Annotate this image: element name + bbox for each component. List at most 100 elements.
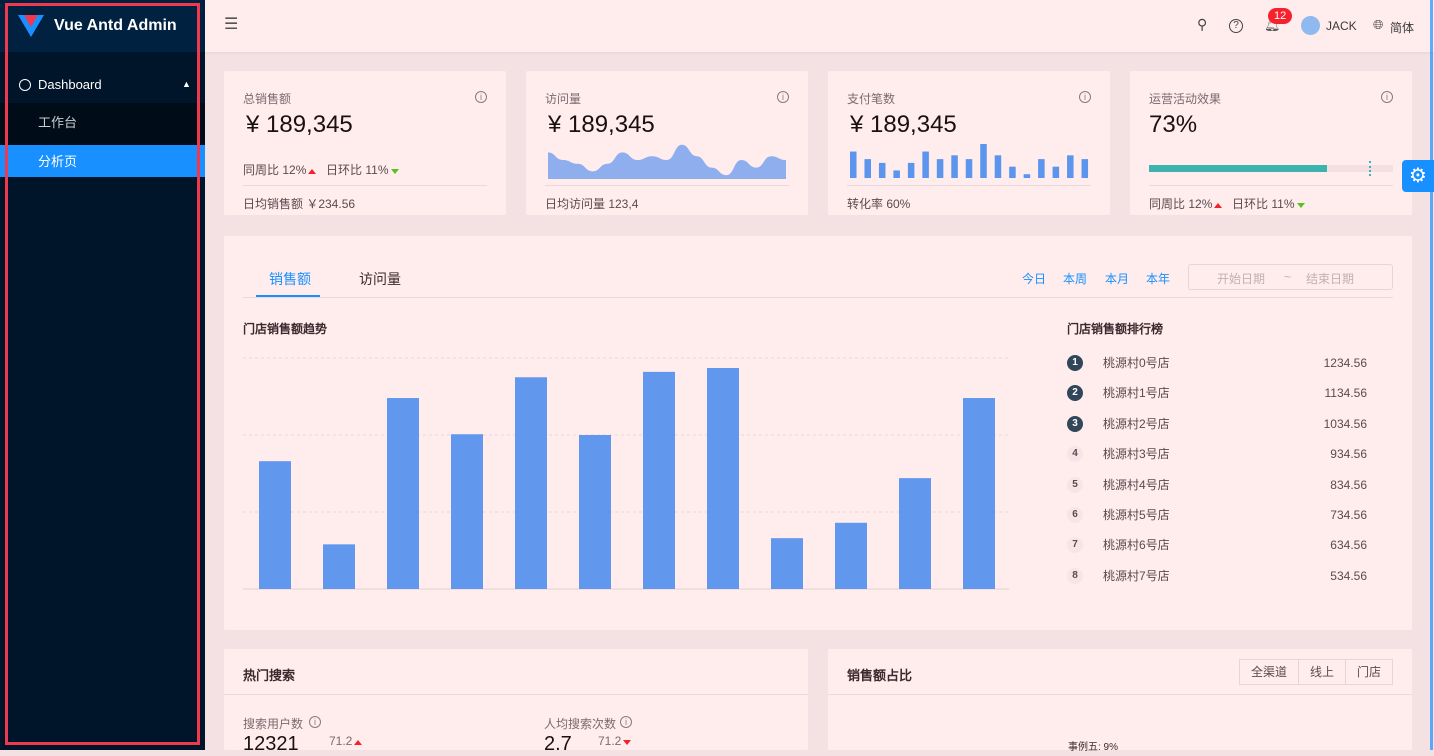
rank-title: 门店销售额排行榜 (1067, 322, 1164, 336)
caret-down-icon (623, 740, 632, 745)
payments-bar-chart (850, 144, 1089, 178)
stat-card-payments: 支付笔数 i ¥ 189,345 转化率 60% (828, 71, 1110, 215)
caret-up-icon (308, 169, 317, 174)
progress-target (1368, 161, 1371, 176)
stat-card-sales: 总销售额 i ¥ 189,345 同周比 12% 日环比 11% 日均销售额 ￥… (224, 71, 506, 215)
day-compare: 日环比 11% (1232, 195, 1305, 212)
sales-bar[interactable] (835, 522, 867, 589)
language-switch[interactable]: 简体 (1390, 21, 1415, 35)
rank-number: 8 (1067, 567, 1083, 584)
stat-title: 总销售额 (243, 92, 292, 106)
info-icon[interactable]: i (777, 91, 789, 103)
rank-number: 5 (1067, 476, 1083, 493)
range-year[interactable]: 本年 (1146, 272, 1171, 286)
card-title: 销售额占比 (847, 668, 913, 683)
mini-bar (1038, 159, 1045, 178)
sales-bar[interactable] (579, 435, 611, 589)
mini-bar (980, 144, 987, 178)
tab-sales[interactable]: 销售额 (269, 271, 311, 287)
tab-visits[interactable]: 访问量 (359, 271, 401, 287)
globe-icon[interactable]: 🌐︎ (1373, 17, 1384, 32)
rank-row: 5 桃源村4号店 834.56 (1067, 476, 1367, 496)
rank-number: 7 (1067, 537, 1083, 554)
channel-store-button[interactable]: 门店 (1345, 659, 1393, 685)
sidebar-item-analysis[interactable]: 分析页 (0, 145, 205, 177)
progress-bar (1149, 161, 1393, 176)
store-name: 桃源村7号店 (1103, 568, 1170, 583)
avatar[interactable] (1301, 16, 1320, 35)
sales-bar[interactable] (707, 368, 739, 589)
logo[interactable]: Vue Antd Admin (0, 0, 205, 52)
search-users-value: 12321 (243, 733, 299, 755)
sales-bar[interactable] (515, 377, 547, 589)
sales-bar[interactable] (963, 398, 995, 589)
search-icon[interactable]: ⚲ (1197, 16, 1208, 32)
sales-card: 销售额 访问量 今日 本周 本月 本年 开始日期 ~ 结束日期 门店销售额趋势 … (224, 236, 1412, 630)
rank-number: 2 (1067, 385, 1083, 402)
stat-title: 访问量 (545, 92, 582, 106)
store-sales: 834.56 (1330, 477, 1367, 492)
stat-footer: 日均访问量 123,4 (545, 197, 639, 211)
notification-badge: 12 (1268, 8, 1293, 24)
sidebar-group-dashboard[interactable]: Dashboard ▲ (0, 68, 205, 101)
range-week[interactable]: 本周 (1063, 272, 1088, 286)
range-today[interactable]: 今日 (1022, 272, 1047, 286)
rank-row: 7 桃源村6号店 634.56 (1067, 536, 1367, 556)
mini-bar (850, 151, 857, 178)
help-icon[interactable]: ? (1229, 19, 1243, 33)
store-name: 桃源村2号店 (1103, 416, 1170, 431)
stat-footer: 日均销售额 ￥234.56 (243, 197, 356, 211)
sales-bar[interactable] (451, 434, 483, 589)
date-range-picker[interactable]: 开始日期 ~ 结束日期 (1188, 264, 1393, 290)
end-date-input[interactable]: 结束日期 (1306, 272, 1355, 286)
store-sales: 1034.56 (1323, 416, 1367, 431)
settings-gear-icon[interactable]: ⚙ (1402, 160, 1434, 192)
info-icon[interactable]: i (475, 91, 487, 103)
mini-bar (965, 159, 973, 178)
sidebar: Vue Antd Admin Dashboard ▲ 工作台 分析页 (0, 0, 205, 750)
sales-bar[interactable] (771, 538, 803, 589)
sales-bar-chart (243, 357, 1009, 590)
range-month[interactable]: 本月 (1105, 272, 1130, 286)
store-sales: 1134.56 (1324, 386, 1368, 401)
search-users-label: 搜索用户数 (243, 717, 304, 731)
mini-bar (936, 159, 944, 178)
mini-bar (864, 159, 871, 178)
sidebar-item-workbench[interactable]: 工作台 (0, 106, 205, 139)
info-icon[interactable]: i (1381, 91, 1393, 103)
mini-bar (907, 162, 915, 178)
sales-bar[interactable] (259, 461, 291, 589)
sales-bar[interactable] (323, 544, 355, 589)
mini-bar (922, 151, 929, 178)
rank-row: 3 桃源村2号店 1034.56 (1067, 415, 1367, 435)
rank-row: 6 桃源村5号店 734.56 (1067, 506, 1367, 526)
stat-card-operations: 运营活动效果 i 73% 同周比 12% 日环比 11% (1130, 71, 1412, 215)
hot-search-card: 热门搜索 搜索用户数 i 12321 71.2 人均搜索次数 i 2.7 71.… (224, 649, 808, 755)
caret-up-icon (354, 740, 363, 745)
info-icon[interactable]: i (620, 716, 632, 728)
sales-bar[interactable] (643, 371, 675, 589)
app-title: Vue Antd Admin (54, 17, 177, 34)
channel-online-button[interactable]: 线上 (1298, 659, 1346, 685)
store-name: 桃源村0号店 (1103, 356, 1170, 370)
mini-bar (1009, 166, 1016, 178)
sidebar-item-label: 分析页 (38, 154, 78, 169)
user-name[interactable]: JACK (1326, 19, 1357, 33)
sales-bar[interactable] (387, 398, 419, 589)
info-icon[interactable]: i (1079, 91, 1091, 103)
info-icon[interactable]: i (309, 716, 321, 728)
per-search-delta: 71.2 (598, 734, 632, 748)
stat-footer: 转化率 60% (847, 197, 911, 211)
start-date-input[interactable]: 开始日期 (1217, 272, 1266, 286)
menu-fold-icon[interactable]: ☰ (224, 16, 239, 33)
sales-bar[interactable] (899, 478, 931, 589)
channel-all-button[interactable]: 全渠道 (1239, 659, 1299, 685)
rank-number: 6 (1067, 507, 1083, 523)
store-sales: 534.56 (1330, 568, 1367, 583)
week-compare: 同周比 12% (243, 161, 317, 178)
mini-bar (893, 170, 900, 178)
pie-label: 事例五: 9% (1068, 742, 1119, 753)
rank-row: 1 桃源村0号店 1234.56 (1067, 354, 1367, 374)
store-sales: 734.56 (1330, 508, 1367, 522)
store-name: 桃源村3号店 (1103, 447, 1170, 462)
